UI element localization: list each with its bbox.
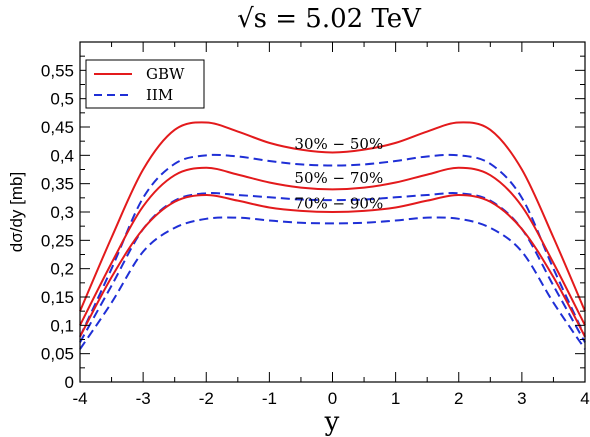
x-axis-title: y [324,407,340,437]
series-line-gbw-0 [79,121,586,312]
legend-iim-label: IIM [146,86,173,104]
legend: GBW IIM [85,59,205,109]
y-tick-label: 0,3 [50,203,74,222]
chart-title-text: √s = 5.02 TeV [237,4,422,34]
series-line-gbw-4 [79,193,586,338]
x-tick-label: 2 [454,389,463,408]
y-tick-label: 0 [65,373,74,392]
x-tick-label: -3 [136,389,151,408]
series-line-iim-5 [79,216,586,350]
y-tick-label: 0,25 [41,231,74,250]
centrality-annotation: 30% − 50% [294,135,383,153]
y-tick-labels: 0 0,05 0,1 0,15 0,2 0,25 0,3 0,35 0,4 0,45 0,5 0,55 [41,61,74,392]
plot-area [79,121,586,350]
y-axis-title: dσ/dy [mb] [7,172,26,252]
x-tick-label: -2 [199,389,214,408]
series-line-iim-1 [79,153,586,338]
y-tick-label: 0,15 [41,288,74,307]
legend-box [85,59,205,109]
y-tick-label: 0,05 [41,345,74,364]
y-tick-label: 0,35 [41,175,74,194]
y-tick-label: 0,45 [41,118,74,137]
x-tick-label: 0 [328,389,337,408]
centrality-annotation: 50% − 70% [294,169,383,187]
x-tick-labels: -4 -3 -2 -1 0 1 2 3 4 [72,389,589,408]
series-line-gbw-2 [79,166,586,326]
y-tick-label: 0,1 [50,316,74,335]
y-tick-label: 0,2 [50,260,74,279]
centrality-annotation: 70% − 90% [294,195,383,213]
y-tick-label: 0,4 [50,146,74,165]
y-tick-label: 0,5 [50,90,74,109]
x-tick-label: -4 [72,389,87,408]
chart-title: √s = 5.02 TeV [237,4,422,34]
x-tick-label: -1 [262,389,277,408]
x-tick-label: 3 [517,389,526,408]
legend-gbw-label: GBW [146,65,185,83]
y-tick-label: 0,55 [41,61,74,80]
x-tick-label: 4 [580,389,589,408]
annotations: 30% − 50% 50% − 70% 70% − 90% [294,135,383,213]
x-tick-label: 1 [391,389,400,408]
